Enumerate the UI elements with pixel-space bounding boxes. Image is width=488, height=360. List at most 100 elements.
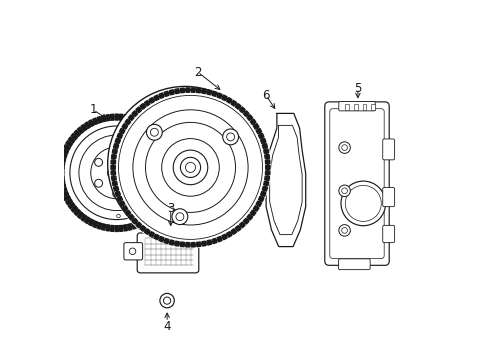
FancyBboxPatch shape (338, 259, 369, 270)
Polygon shape (265, 166, 269, 169)
Polygon shape (112, 181, 117, 186)
Polygon shape (58, 171, 63, 174)
Circle shape (185, 162, 195, 172)
Polygon shape (97, 223, 102, 229)
Polygon shape (167, 158, 174, 162)
Circle shape (163, 232, 168, 237)
Polygon shape (135, 221, 141, 228)
Circle shape (131, 179, 139, 187)
Circle shape (146, 124, 162, 140)
Polygon shape (167, 184, 174, 188)
Polygon shape (153, 209, 159, 215)
Polygon shape (88, 219, 94, 226)
Circle shape (226, 133, 234, 141)
Polygon shape (256, 129, 261, 134)
Polygon shape (93, 118, 98, 125)
Circle shape (168, 207, 181, 220)
Polygon shape (146, 125, 152, 131)
Polygon shape (136, 222, 141, 228)
Polygon shape (115, 226, 118, 231)
Polygon shape (206, 240, 211, 245)
Polygon shape (111, 154, 116, 159)
Polygon shape (243, 111, 248, 117)
Polygon shape (212, 238, 217, 244)
Polygon shape (119, 129, 125, 134)
Polygon shape (161, 199, 167, 205)
Polygon shape (156, 206, 162, 212)
Polygon shape (230, 100, 236, 106)
Polygon shape (111, 176, 116, 180)
Polygon shape (101, 116, 105, 122)
Polygon shape (140, 104, 145, 109)
Polygon shape (128, 214, 134, 220)
Bar (370, 104, 374, 110)
Polygon shape (262, 186, 267, 191)
Polygon shape (143, 217, 148, 224)
Polygon shape (263, 181, 268, 186)
Polygon shape (111, 171, 115, 175)
Polygon shape (202, 89, 206, 94)
Polygon shape (59, 158, 65, 162)
Polygon shape (196, 88, 201, 93)
Polygon shape (132, 218, 138, 224)
FancyBboxPatch shape (123, 243, 142, 260)
Polygon shape (202, 241, 206, 246)
Circle shape (160, 293, 174, 308)
Polygon shape (139, 120, 144, 126)
Polygon shape (127, 116, 132, 122)
Polygon shape (226, 231, 231, 237)
Polygon shape (123, 225, 127, 231)
Polygon shape (68, 137, 75, 143)
FancyBboxPatch shape (324, 102, 388, 265)
Circle shape (107, 164, 125, 182)
Polygon shape (61, 153, 67, 158)
Circle shape (117, 214, 120, 218)
Polygon shape (260, 192, 265, 197)
Polygon shape (131, 117, 136, 123)
Polygon shape (128, 115, 134, 121)
Polygon shape (166, 188, 173, 193)
Polygon shape (58, 167, 64, 170)
Polygon shape (263, 149, 268, 154)
Circle shape (113, 148, 121, 156)
Circle shape (161, 232, 166, 237)
Polygon shape (161, 141, 167, 147)
Polygon shape (185, 88, 189, 92)
Circle shape (222, 130, 228, 136)
Polygon shape (246, 214, 252, 220)
Polygon shape (154, 234, 159, 240)
FancyBboxPatch shape (251, 162, 268, 185)
Circle shape (142, 122, 155, 135)
Polygon shape (143, 122, 148, 129)
Polygon shape (217, 237, 222, 242)
Polygon shape (168, 180, 175, 184)
Text: 2: 2 (194, 66, 201, 78)
Polygon shape (164, 238, 169, 244)
Circle shape (113, 90, 267, 245)
Text: 5: 5 (353, 82, 361, 95)
Polygon shape (230, 229, 236, 234)
Polygon shape (169, 176, 175, 179)
Polygon shape (119, 114, 122, 120)
Polygon shape (169, 171, 175, 174)
Polygon shape (169, 90, 174, 95)
Polygon shape (265, 160, 269, 164)
Circle shape (171, 210, 177, 216)
Circle shape (133, 110, 247, 225)
Polygon shape (166, 153, 173, 158)
Polygon shape (63, 195, 70, 201)
Circle shape (338, 225, 349, 236)
Polygon shape (262, 144, 267, 148)
Polygon shape (169, 167, 175, 170)
Polygon shape (74, 209, 80, 215)
Polygon shape (163, 195, 169, 201)
Bar (353, 104, 357, 110)
Polygon shape (68, 203, 75, 208)
Polygon shape (135, 118, 141, 125)
Polygon shape (253, 206, 259, 211)
Polygon shape (169, 240, 174, 245)
Polygon shape (97, 117, 102, 123)
Polygon shape (144, 100, 150, 106)
Polygon shape (159, 237, 163, 242)
Polygon shape (106, 225, 110, 231)
